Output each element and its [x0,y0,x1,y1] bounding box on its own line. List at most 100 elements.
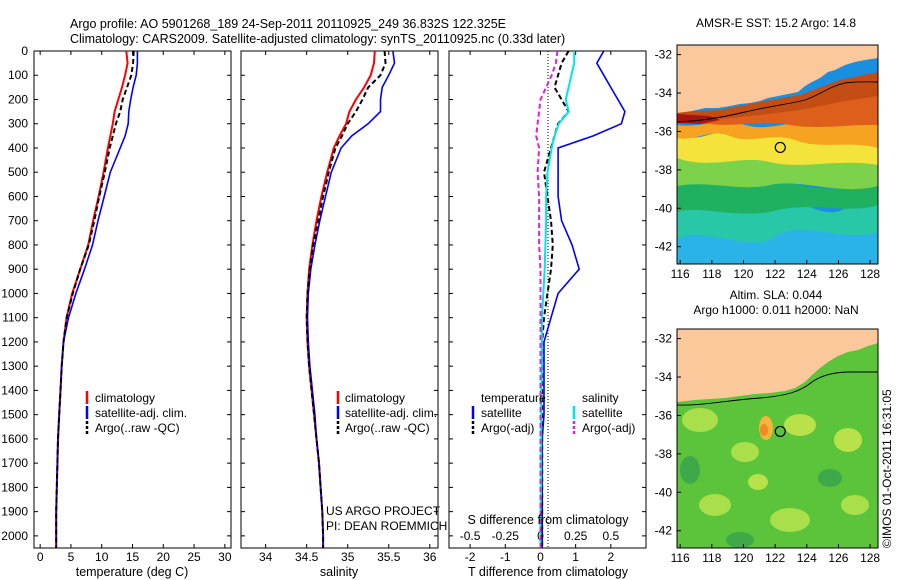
t-difference-axis-label: T difference from climatology [468,565,629,579]
depth-tick-label: 300 [8,117,28,131]
depth-axis: 0 100 200 300 400 500 600 700 800 900 1000 1100 1200… [1,44,646,543]
imos-timestamp: ©IMOS 01-Oct-2011 16:31:05 [880,389,894,548]
depth-tick-label: 1500 [1,408,28,422]
contour-line [677,371,878,406]
x-tick-label: 30 [218,550,232,564]
x-tick-label: 35.5 [377,550,401,564]
x-tick-label: 1 [572,550,579,564]
depth-tick-label: 900 [8,262,28,276]
depth-tick-label: 1700 [1,456,28,470]
s-difference-axis-label: S difference from climatology [468,513,630,527]
land-mass [677,45,878,113]
depth-tick-label: 1800 [1,480,28,494]
x2-tick-label: 0.25 [564,529,588,543]
salinity-x-axis: 34 34.5 35 35.5 36 [259,51,437,564]
lat-tick-label: -38 [655,163,673,177]
x-tick-label: 20 [157,550,171,564]
x-tick-label: 0 [537,550,544,564]
temperature-legend: climatology satellite-adj. clim. Argo(..… [85,391,187,435]
depth-tick-label: 1400 [1,383,28,397]
lat-tick-label: -40 [655,201,673,215]
difference-profiles [535,51,626,548]
depth-tick-label: 1200 [1,335,28,349]
sst-map-title: AMSR-E SST: 15.2 Argo: 14.8 [696,16,856,30]
x-tick-label: 36 [423,550,437,564]
float-location-marker [774,141,786,154]
x-tick-label: 10 [95,550,109,564]
difference-x-axis: -2 -1 0 1 2-0.5 -0.25 0 0.25 0.5 [460,51,619,564]
lon-tick-label: 122 [765,551,785,565]
x-tick-label: 34.5 [295,550,319,564]
depth-tick-label: 1100 [2,311,28,325]
lon-tick-label: 116 [671,551,690,565]
x2-tick-label: -0.25 [492,529,520,543]
sla-map [677,329,878,548]
depth-tick-label: 0 [21,44,28,58]
lat-tick-label: -32 [655,332,673,346]
lat-tick-label: -42 [655,524,673,538]
salinity-profiles [305,51,396,548]
depth-tick-label: 2000 [1,529,28,543]
argo-line [305,51,387,548]
legend-label-t-argo: Argo(-adj) [481,421,534,435]
temperature-axis-label: temperature (deg C) [76,565,189,579]
legend-label-climatology: climatology [345,391,405,405]
depth-tick-label: 500 [8,165,28,179]
climatology-title: Climatology: CARS2009. Satellite-adjuste… [70,32,566,46]
lon-tick-label: 128 [860,551,880,565]
sla-map-frame [676,328,879,549]
lon-tick-label: 124 [797,267,817,281]
lat-tick-label: -34 [655,370,673,384]
legend-label-satellite: satellite-adj. clim. [345,406,437,420]
x-tick-label: 35 [341,550,355,564]
x-tick-label: 2 [607,550,614,564]
x-tick-label: 25 [187,550,201,564]
depth-tick-label: 1000 [1,286,28,300]
x2-tick-label: 0.5 [602,529,619,543]
salinity-axis-label: salinity [320,565,359,579]
depth-tick-label: 400 [8,141,28,155]
sla-map-title: Altim. SLA: 0.044 [730,288,823,302]
temperature-profiles [55,51,139,548]
pi-credit: PI: DEAN ROEMMICH [326,519,447,533]
x2-tick-label: -0.5 [460,529,481,543]
lon-tick-label: 118 [702,267,721,281]
lon-tick-label: 120 [733,551,753,565]
sla-map-subtitle: Argo h1000: 0.011 h2000: NaN [693,303,858,317]
lat-tick-label: -42 [655,240,673,254]
lat-tick-label: -32 [655,48,673,62]
t-argo-diff-line [541,51,570,548]
depth-tick-label: 800 [8,238,28,252]
lon-tick-label: 120 [733,267,753,281]
lat-tick-label: -38 [655,447,673,461]
legend-label-s-satellite: satellite [582,406,623,420]
argo-line [55,51,135,548]
depth-tick-label: 200 [8,92,28,106]
float-location-marker [774,425,786,438]
land-mass [677,329,878,402]
legend-label-s-argo: Argo(-adj) [582,421,635,435]
depth-tick-label: 100 [8,68,28,82]
lat-tick-label: -36 [655,124,673,138]
x-tick-label: 0 [37,550,44,564]
legend-label-argo: Argo(..raw -QC) [345,421,430,435]
lat-tick-label: -40 [655,485,673,499]
depth-tick-label: 1600 [1,432,28,446]
x-tick-label: 15 [126,550,140,564]
difference-legend: temperature salinity satellite Argo(-adj… [471,391,635,435]
sst-map [677,45,878,264]
depth-tick-label: 1300 [1,359,28,373]
x-tick-label: 5 [68,550,75,564]
x-tick-label: 34 [259,550,273,564]
legend-head-temperature: temperature [481,391,546,405]
temperature-panel-frame [33,50,232,549]
lon-tick-label: 118 [702,551,721,565]
legend-label-t-satellite: satellite [481,406,522,420]
sla-map-ticks: 116 118 120 122 124 126 128 -32 -34 -36 -38 -40 -42 [655,332,881,565]
lon-tick-label: 128 [860,267,880,281]
depth-tick-label: 1900 [1,505,28,519]
lon-tick-label: 116 [671,267,690,281]
salinity-legend: climatology satellite-adj. clim. Argo(..… [336,391,437,435]
salinity-panel-frame [240,50,439,549]
lat-tick-label: -34 [655,86,673,100]
